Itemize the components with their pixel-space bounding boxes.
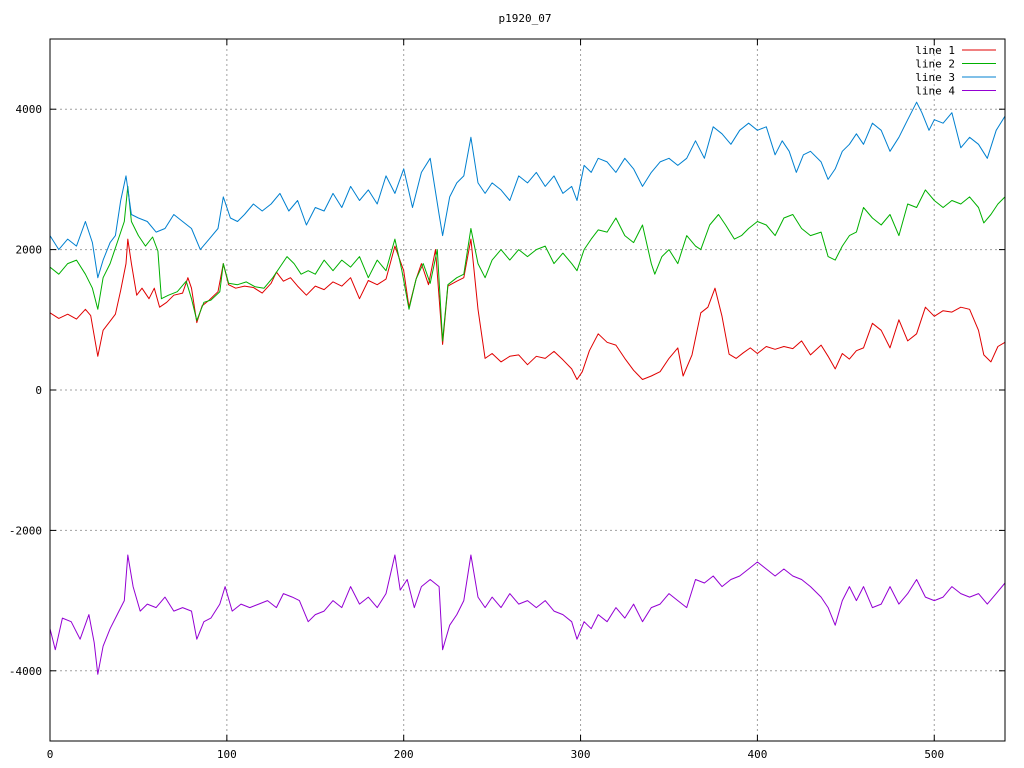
series-line-2: [49, 185, 1006, 342]
chart-title: p1920_07: [499, 12, 552, 25]
series-line-1: [49, 238, 1006, 380]
y-tick-label: 4000: [16, 103, 43, 116]
legend-label-1: line 1: [915, 44, 955, 57]
series-line-4: [49, 554, 1006, 675]
x-tick-label: 400: [747, 748, 767, 761]
x-tick-label: 300: [571, 748, 591, 761]
grid: [50, 39, 1005, 741]
y-tick-label: 2000: [16, 244, 43, 257]
legend-label-2: line 2: [915, 58, 955, 71]
x-tick-label: 500: [924, 748, 944, 761]
series-group: [49, 101, 1006, 675]
legend-label-4: line 4: [915, 85, 955, 98]
axis-ticks: 0 100 200 300 400 500 -4000 -2000 0 2000 4000: [9, 39, 1005, 761]
x-tick-label: 100: [217, 748, 237, 761]
x-tick-label: 200: [394, 748, 414, 761]
x-tick-label: 0: [47, 748, 54, 761]
y-tick-label: -2000: [9, 524, 42, 537]
legend-label-3: line 3: [915, 71, 955, 84]
y-tick-label: -4000: [9, 665, 42, 678]
series-line-3: [49, 101, 1006, 279]
y-tick-label: 0: [35, 384, 42, 397]
